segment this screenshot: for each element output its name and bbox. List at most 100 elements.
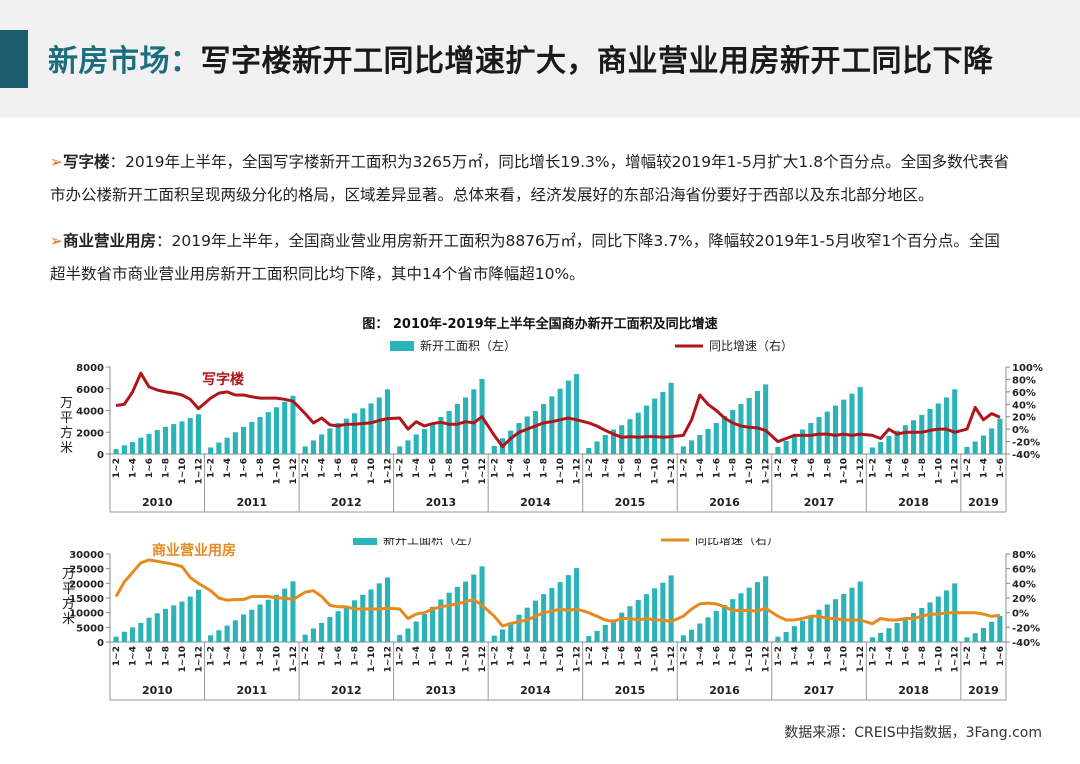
- commercial-chart-bar: [586, 636, 592, 642]
- commercial-chart-bar: [574, 568, 580, 642]
- commercial-chart-x-tick-label: 1~10: [745, 646, 755, 672]
- office-chart-bar: [943, 397, 950, 454]
- commercial-chart-x-tick-label: 1~8: [729, 646, 739, 666]
- commercial-chart: 新开工面积（左） 同比增速（右） 0 5000 10000 15000 20000 25000…: [62, 538, 1040, 701]
- office-chart-bar: [697, 434, 703, 454]
- office-chart-y-tick-label: 6000: [76, 385, 104, 396]
- office-chart-bar: [911, 420, 917, 454]
- commercial-chart-y-tick-label: 5000: [76, 623, 104, 634]
- office-paragraph-line-1: ➢写字楼：2019年上半年，全国写字楼新开工面积为3265万㎡，同比增长19.3…: [50, 152, 1050, 173]
- office-chart-year-label: 2014: [520, 496, 551, 509]
- commercial-chart-x-tick-label: 1~6: [618, 646, 628, 666]
- commercial-chart-bar: [919, 607, 925, 642]
- office-chart-x-tick-label: 1~10: [367, 458, 377, 484]
- office-chart-bar: [574, 374, 580, 454]
- commercial-chart-y-axis-label: 万平方米: [62, 567, 75, 627]
- office-chart-bar: [800, 429, 806, 454]
- data-source-note: 数据来源：CREIS中指数据，3Fang.com: [784, 725, 1042, 741]
- office-chart-bar: [421, 428, 427, 454]
- office-chart-x-tick-label: 1~8: [256, 458, 266, 478]
- office-chart-x-tick-label: 1~8: [729, 458, 739, 478]
- office-chart-x-tick-label: 1~10: [651, 458, 661, 484]
- commercial-chart-bar: [886, 628, 892, 642]
- office-chart-year-label: 2019: [968, 496, 999, 509]
- commercial-chart-bar: [171, 605, 177, 642]
- office-chart-bar: [610, 429, 617, 454]
- office-chart-bar: [138, 437, 144, 454]
- commercial-chart-bar: [713, 610, 719, 642]
- commercial-chart-x-tick-label: 1~8: [445, 646, 455, 666]
- commercial-chart-x-tick-label: 1~12: [289, 646, 299, 672]
- commercial-chart-bar: [541, 594, 547, 642]
- commercial-chart-bar: [368, 589, 374, 642]
- commercial-chart-bar: [195, 589, 201, 642]
- header-accent-bar: [0, 30, 28, 88]
- office-chart-bar: [832, 405, 839, 454]
- office-chart-bar: [680, 446, 686, 454]
- office-chart-bar: [783, 440, 789, 454]
- office-chart-legend-bar-label: 新开工面积（左）: [420, 338, 516, 353]
- commercial-chart-x-tick-label: 1~12: [667, 646, 677, 672]
- office-chart-title: 图： 2010年-2019年上半年全国商办新开工面积及同比增速: [362, 316, 717, 332]
- office-chart-x-tick-label: 1~2: [679, 458, 689, 478]
- office-chart-bar: [721, 415, 728, 454]
- office-chart-bar: [360, 408, 366, 454]
- commercial-chart-bar: [327, 617, 333, 642]
- office-chart-bar: [857, 387, 863, 454]
- commercial-chart-bar: [376, 583, 382, 642]
- commercial-chart-bar: [721, 605, 728, 642]
- commercial-chart-x-tick-label: 1~2: [490, 646, 500, 666]
- office-chart-year-label: 2011: [236, 496, 267, 509]
- commercial-chart-bar: [902, 617, 908, 642]
- office-chart-bar: [368, 403, 374, 454]
- office-paragraph: ➢写字楼：2019年上半年，全国写字楼新开工面积为3265万㎡，同比增长19.3…: [50, 152, 1050, 206]
- office-chart-bar: [454, 403, 460, 454]
- office-chart-bar: [130, 442, 136, 454]
- office-chart-bar: [643, 405, 649, 454]
- commercial-chart-x-tick-label: 1~4: [318, 646, 328, 666]
- commercial-chart-y-tick-label: 15000: [69, 594, 104, 605]
- office-chart-x-tick-label: 1~12: [856, 458, 866, 484]
- commercial-chart-legend-bar-swatch: [353, 538, 377, 545]
- office-chart-x-tick-label: 1~4: [318, 458, 328, 478]
- office-chart-x-tick-label: 1~2: [490, 458, 500, 478]
- office-chart-bar: [290, 395, 296, 454]
- commercial-chart-x-tick-label: 1~12: [951, 646, 961, 672]
- office-chart-bar: [602, 434, 608, 454]
- commercial-chart-x-tick-label: 1~2: [868, 646, 878, 666]
- office-chart-x-tick-label: 1~12: [478, 458, 488, 484]
- office-chart-x-tick-label: 1~2: [774, 458, 784, 478]
- office-chart-x-tick-label: 1~2: [301, 458, 311, 478]
- office-chart-x-tick-label: 1~2: [396, 458, 406, 478]
- commercial-chart-bar: [319, 622, 325, 642]
- office-chart-bar: [216, 442, 222, 454]
- commercial-chart-x-tick-label: 1~2: [774, 646, 784, 666]
- commercial-chart-y2-tick-label: 60%: [1012, 565, 1036, 576]
- office-chart-bar: [508, 430, 514, 454]
- office-chart-y-tick-label: 4000: [76, 407, 104, 418]
- office-chart-x-tick-label: 1~6: [523, 458, 533, 478]
- commercial-chart-growth-line: [114, 558, 1001, 628]
- commercial-chart-x-tick-label: 1~2: [112, 646, 122, 666]
- office-paragraph-label: 写字楼: [63, 153, 110, 171]
- commercial-chart-bar: [775, 636, 781, 642]
- office-chart-bar: [273, 407, 280, 454]
- office-chart-bar: [919, 414, 925, 454]
- commercial-chart-bar: [997, 615, 1003, 642]
- office-chart-bar: [257, 417, 263, 454]
- commercial-chart-bar: [179, 601, 185, 642]
- office-chart-bar: [635, 412, 641, 454]
- page-title: 新房市场：写字楼新开工同比增速扩大，商业营业用房新开工同比下降: [48, 36, 994, 80]
- commercial-chart-bar: [310, 628, 316, 642]
- commercial-chart-y-tick-label: 0: [97, 638, 104, 649]
- commercial-paragraph-line-1: ➢商业营业用房：2019年上半年，全国商业营业用房新开工面积为8876万㎡，同比…: [50, 231, 1050, 252]
- office-chart-bar: [405, 440, 411, 454]
- commercial-chart-bar: [508, 622, 514, 642]
- commercial-chart-bar: [421, 614, 427, 642]
- office-chart-x-tick-label: 1~12: [194, 458, 204, 484]
- commercial-chart-x-tick-label: 1~8: [540, 646, 550, 666]
- office-chart-bar: [886, 436, 892, 454]
- office-chart-x-tick-label: 1~4: [790, 458, 800, 478]
- commercial-chart-year-label: 2013: [426, 684, 457, 697]
- office-chart-y2-tick-label: -20%: [1012, 438, 1040, 449]
